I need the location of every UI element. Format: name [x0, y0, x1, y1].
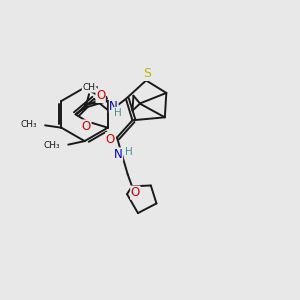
- Text: CH₃: CH₃: [43, 141, 60, 150]
- Text: H: H: [125, 147, 133, 158]
- Text: H: H: [114, 108, 122, 118]
- Text: N: N: [109, 100, 118, 112]
- Text: O: O: [82, 120, 91, 133]
- Text: O: O: [106, 133, 115, 146]
- Text: O: O: [131, 186, 140, 199]
- Text: S: S: [143, 68, 151, 80]
- Text: CH₃: CH₃: [20, 120, 37, 129]
- Text: N: N: [114, 148, 123, 161]
- Text: O: O: [96, 89, 105, 102]
- Text: CH₃: CH₃: [82, 83, 99, 92]
